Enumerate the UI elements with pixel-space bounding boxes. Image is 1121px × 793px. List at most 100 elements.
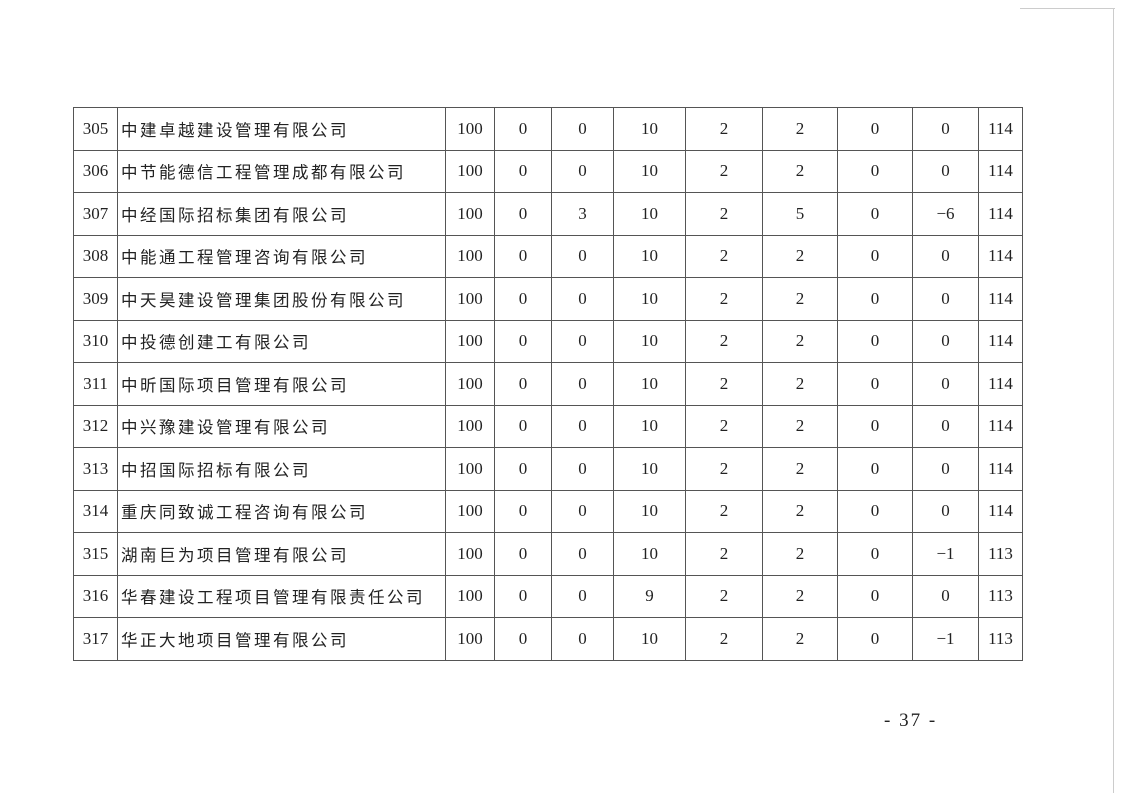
score-cell: 10 — [613, 362, 686, 406]
score-cell: 114 — [978, 234, 1023, 278]
score-cell: 2 — [685, 532, 763, 576]
score-cell: 9 — [613, 574, 686, 618]
score-cell: 0 — [494, 489, 552, 533]
score-cell: 113 — [978, 574, 1023, 618]
score-cell: 0 — [494, 234, 552, 278]
score-cell: 114 — [978, 489, 1023, 533]
row-number: 314 — [73, 489, 118, 533]
score-cell: 2 — [685, 107, 763, 151]
score-cell: 100 — [445, 149, 495, 193]
table-row: 311 中昕国际项目管理有限公司 100 0 0 10 2 2 0 0 114 — [73, 362, 1023, 406]
score-cell: 0 — [837, 447, 913, 491]
score-cell: 10 — [613, 277, 686, 321]
score-cell: 113 — [978, 532, 1023, 576]
score-cell: 10 — [613, 192, 686, 236]
score-cell: 100 — [445, 574, 495, 618]
score-cell: 113 — [978, 617, 1023, 661]
table-row: 314 重庆同致诚工程咨询有限公司 100 0 0 10 2 2 0 0 114 — [73, 489, 1023, 533]
score-cell: 10 — [613, 149, 686, 193]
table-row: 315 湖南巨为项目管理有限公司 100 0 0 10 2 2 0 −1 113 — [73, 532, 1023, 576]
score-cell: 0 — [912, 234, 979, 278]
score-cell: 114 — [978, 319, 1023, 363]
company-name: 中建卓越建设管理有限公司 — [117, 107, 446, 151]
score-cell: 0 — [837, 277, 913, 321]
table-row: 305 中建卓越建设管理有限公司 100 0 0 10 2 2 0 0 114 — [73, 107, 1023, 151]
row-number: 306 — [73, 149, 118, 193]
score-cell: 0 — [837, 149, 913, 193]
score-cell: 2 — [685, 574, 763, 618]
company-name: 中兴豫建设管理有限公司 — [117, 404, 446, 448]
score-cell: 0 — [494, 404, 552, 448]
score-cell: 2 — [762, 149, 838, 193]
score-cell: 114 — [978, 362, 1023, 406]
score-cell: 2 — [685, 319, 763, 363]
score-cell: 10 — [613, 532, 686, 576]
row-number: 317 — [73, 617, 118, 661]
table-row: 313 中招国际招标有限公司 100 0 0 10 2 2 0 0 114 — [73, 447, 1023, 491]
score-cell: 2 — [762, 617, 838, 661]
score-cell: 10 — [613, 447, 686, 491]
score-cell: 2 — [685, 234, 763, 278]
score-cell: 2 — [685, 447, 763, 491]
row-number: 307 — [73, 192, 118, 236]
company-name: 中经国际招标集团有限公司 — [117, 192, 446, 236]
row-number: 312 — [73, 404, 118, 448]
score-cell: 0 — [551, 319, 614, 363]
score-table: 305 中建卓越建设管理有限公司 100 0 0 10 2 2 0 0 114 306 中节能德信工程管… — [73, 107, 1023, 661]
score-cell: 2 — [685, 277, 763, 321]
row-number: 311 — [73, 362, 118, 406]
table-row: 309 中天昊建设管理集团股份有限公司 100 0 0 10 2 2 0 0 114 — [73, 277, 1023, 321]
score-cell: 0 — [837, 617, 913, 661]
score-cell: 0 — [912, 489, 979, 533]
score-cell: 2 — [685, 489, 763, 533]
score-cell: 100 — [445, 107, 495, 151]
row-number: 316 — [73, 574, 118, 618]
score-cell: 100 — [445, 617, 495, 661]
score-cell: 0 — [912, 447, 979, 491]
score-cell: 0 — [551, 574, 614, 618]
score-cell: 2 — [685, 617, 763, 661]
score-cell: 114 — [978, 107, 1023, 151]
company-name: 中投德创建工有限公司 — [117, 319, 446, 363]
score-cell: 114 — [978, 277, 1023, 321]
score-cell: 0 — [494, 107, 552, 151]
score-cell: 2 — [762, 574, 838, 618]
score-cell: 0 — [551, 234, 614, 278]
score-cell: 0 — [837, 362, 913, 406]
score-cell: 0 — [837, 532, 913, 576]
score-cell: 10 — [613, 617, 686, 661]
score-cell: 0 — [912, 362, 979, 406]
company-name: 重庆同致诚工程咨询有限公司 — [117, 489, 446, 533]
score-cell: 0 — [551, 277, 614, 321]
score-cell: 10 — [613, 404, 686, 448]
score-cell: 114 — [978, 149, 1023, 193]
table-row: 316 华春建设工程项目管理有限责任公司 100 0 0 9 2 2 0 0 113 — [73, 574, 1023, 618]
score-cell: 2 — [685, 149, 763, 193]
score-cell: 0 — [837, 192, 913, 236]
score-cell: 0 — [837, 234, 913, 278]
score-cell: 10 — [613, 107, 686, 151]
score-cell: 114 — [978, 192, 1023, 236]
company-name: 华春建设工程项目管理有限责任公司 — [117, 574, 446, 618]
score-cell: 2 — [762, 489, 838, 533]
score-cell: 0 — [551, 617, 614, 661]
table-row: 306 中节能德信工程管理成都有限公司 100 0 0 10 2 2 0 0 114 — [73, 149, 1023, 193]
score-cell: 100 — [445, 489, 495, 533]
score-cell: 2 — [762, 319, 838, 363]
company-name: 中昕国际项目管理有限公司 — [117, 362, 446, 406]
score-cell: 0 — [551, 532, 614, 576]
score-cell: 100 — [445, 234, 495, 278]
company-name: 中天昊建设管理集团股份有限公司 — [117, 277, 446, 321]
scan-edge-right — [1113, 8, 1114, 793]
score-cell: 10 — [613, 234, 686, 278]
score-cell: 100 — [445, 319, 495, 363]
score-cell: 10 — [613, 319, 686, 363]
row-number: 309 — [73, 277, 118, 321]
score-cell: 0 — [912, 277, 979, 321]
score-cell: 0 — [494, 149, 552, 193]
score-cell: 0 — [551, 362, 614, 406]
score-cell: 0 — [494, 319, 552, 363]
score-cell: 0 — [912, 107, 979, 151]
score-cell: 0 — [837, 319, 913, 363]
score-cell: 2 — [762, 277, 838, 321]
